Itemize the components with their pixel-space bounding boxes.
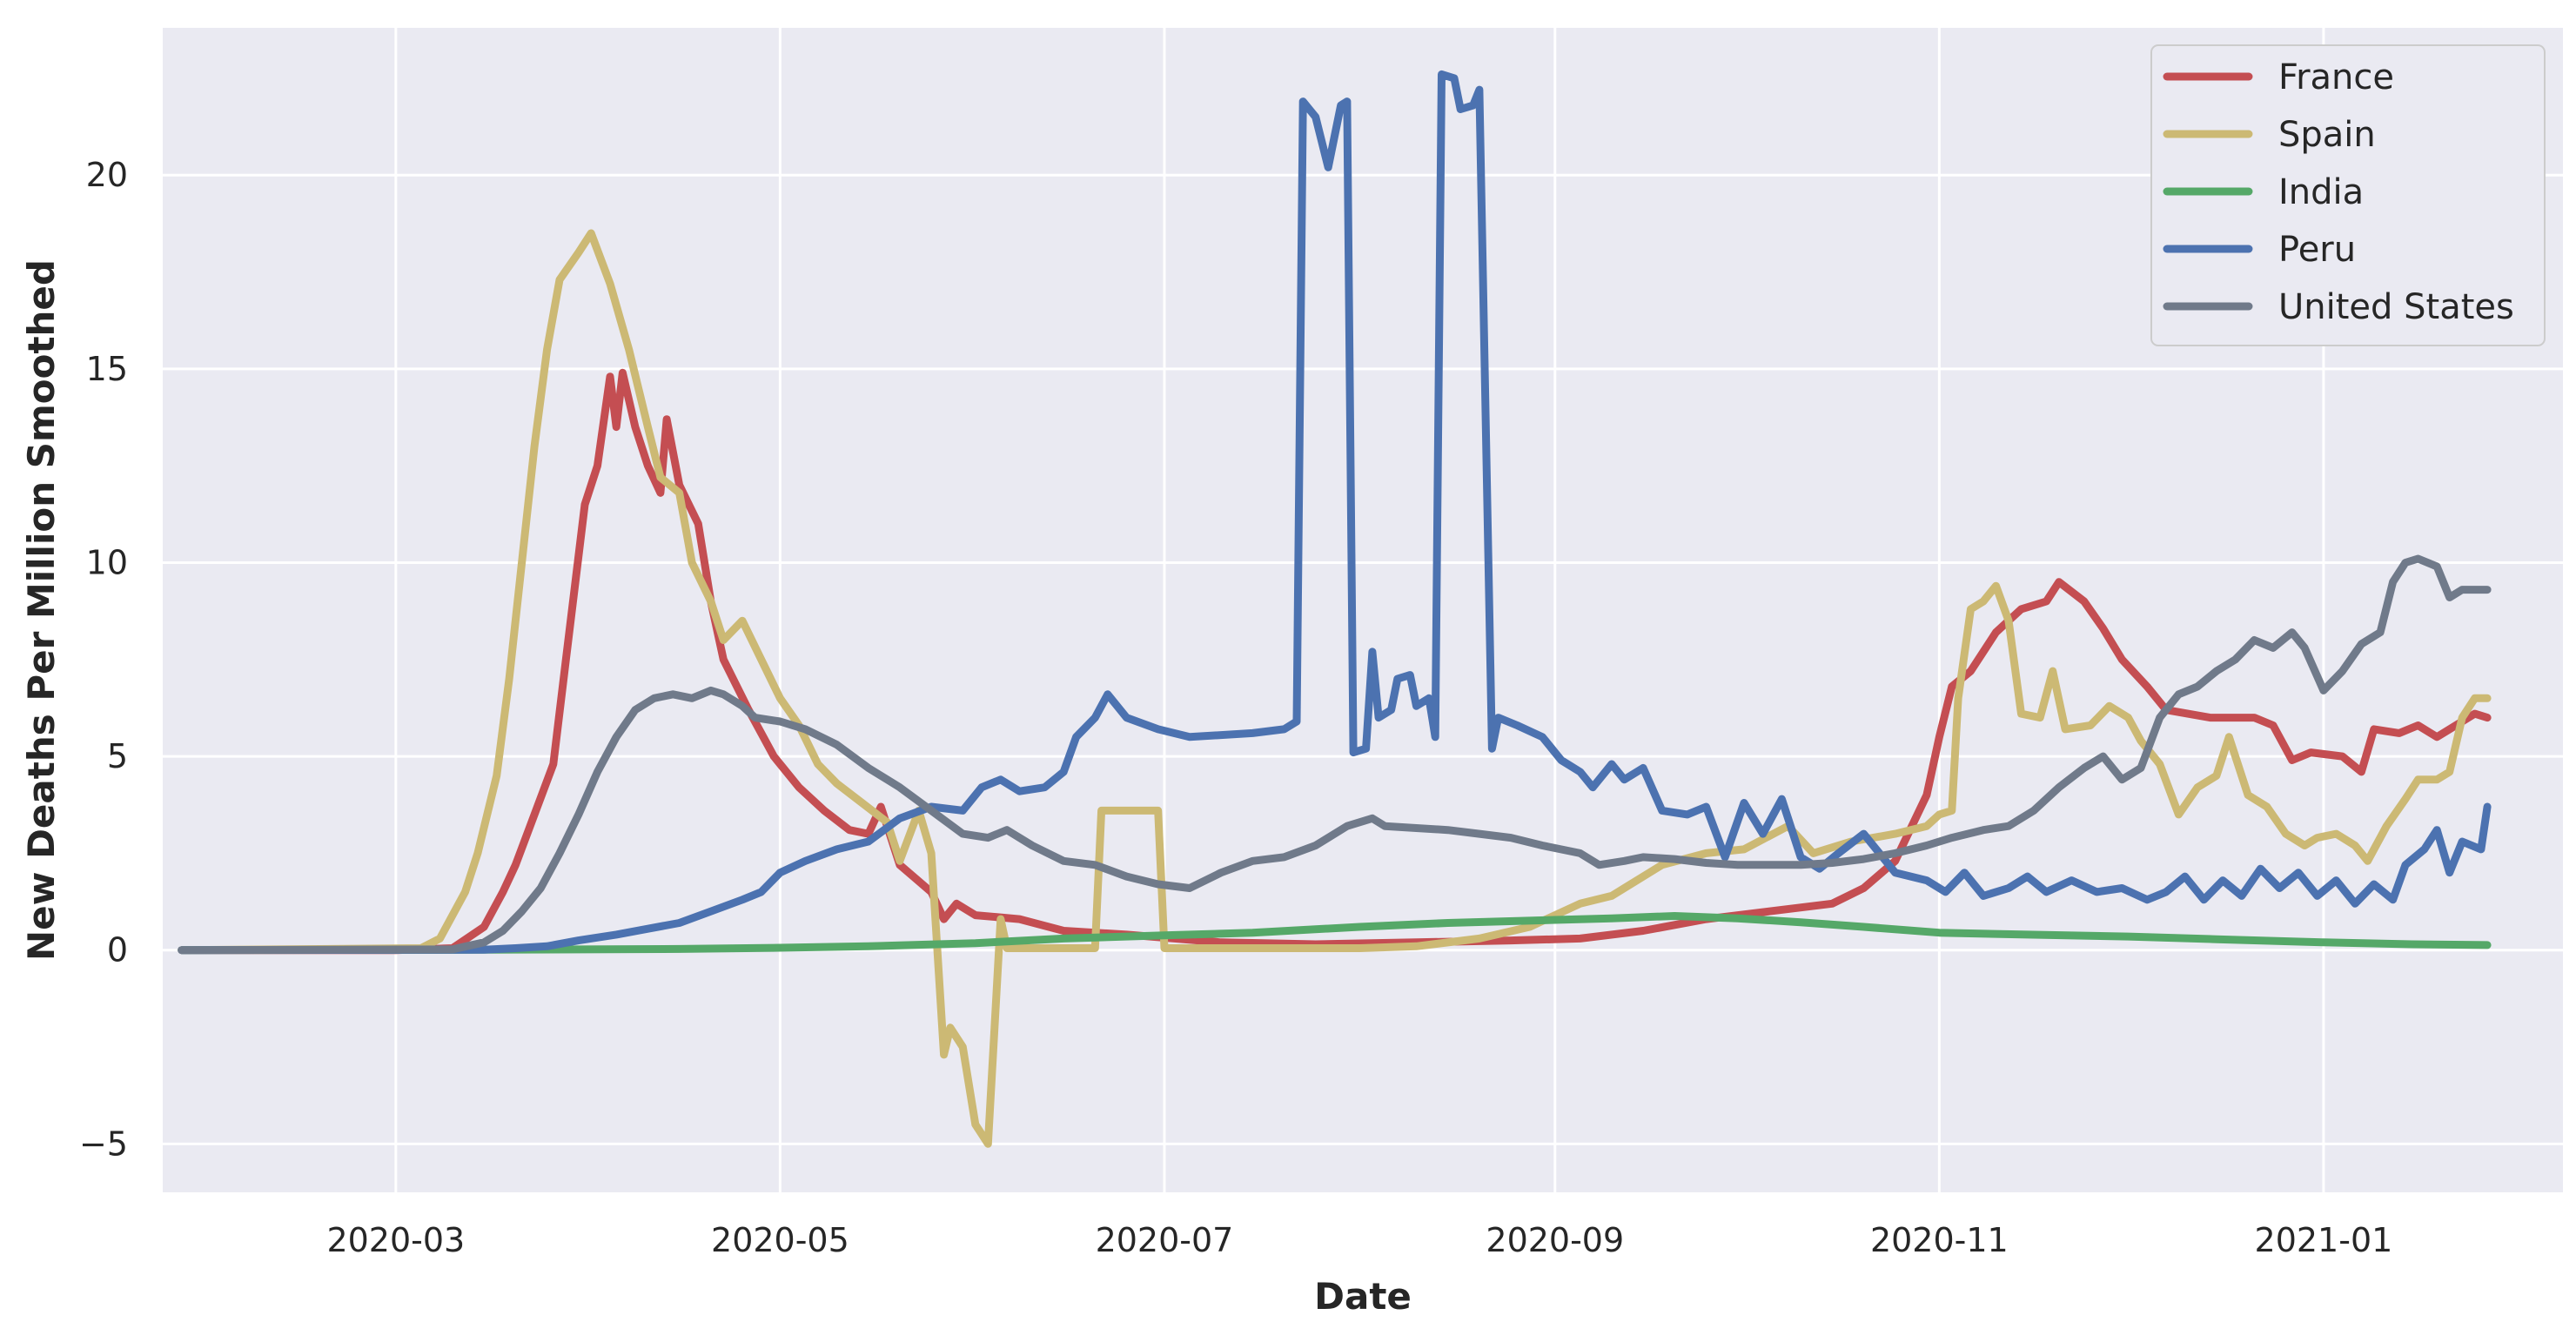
y-tick-label: −5 (79, 1124, 128, 1163)
y-axis-title: New Deaths Per Million Smoothed (20, 259, 63, 961)
series-line-france (178, 368, 2492, 955)
x-tick-label: 2020-05 (711, 1221, 849, 1259)
x-tick-label: 2020-07 (1096, 1221, 1234, 1259)
y-tick-label: 20 (86, 156, 128, 194)
series-line-united-states (178, 554, 2492, 955)
x-tick-label: 2020-11 (1870, 1221, 2009, 1259)
legend-label: Peru (2278, 230, 2356, 270)
legend-label: Spain (2278, 115, 2376, 155)
legend-label: India (2278, 172, 2364, 212)
legend: France Spain India Peru United States (2150, 44, 2546, 346)
x-tick-label: 2020-03 (326, 1221, 465, 1259)
x-axis-ticks: 2020-03 2020-05 2020-07 2020-09 2020-11 2021-… (326, 1221, 2392, 1259)
series-lines (178, 70, 2492, 1148)
legend-label: France (2278, 57, 2394, 97)
y-axis-ticks: −5 0 5 10 15 20 (79, 156, 128, 1163)
y-tick-label: 0 (107, 931, 128, 970)
x-axis-title: Date (1314, 1275, 1412, 1318)
legend-label: United States (2278, 287, 2514, 327)
series-line-india (178, 912, 2492, 955)
legend-box (2150, 44, 2546, 346)
x-tick-label: 2020-09 (1486, 1221, 1624, 1259)
series-line-spain (178, 229, 2492, 1148)
series-line-peru (178, 70, 2492, 955)
y-tick-label: 10 (86, 543, 128, 581)
x-tick-label: 2021-01 (2255, 1221, 2393, 1259)
y-tick-label: 15 (86, 350, 128, 388)
y-tick-label: 5 (107, 737, 128, 775)
